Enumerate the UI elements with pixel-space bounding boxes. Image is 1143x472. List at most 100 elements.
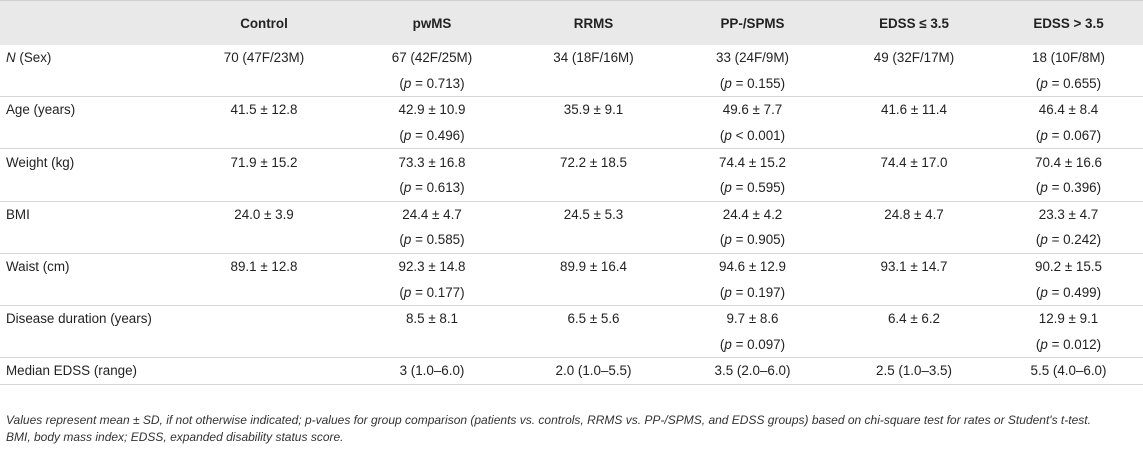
table-cell: 8.5 ± 8.1 xyxy=(405,311,459,327)
header-pwms: pwMS xyxy=(348,0,516,45)
header-edss-high: EDSS > 3.5 xyxy=(994,0,1143,45)
table-row-pvalues: (p = 0.713) (p = 0.155) (p = 0.655) xyxy=(0,70,1143,98)
table-row-pvalues: (p = 0.177) (p = 0.197) (p = 0.499) xyxy=(0,279,1143,306)
table-cell: 3 (1.0–6.0) xyxy=(348,357,516,385)
footnote-abbreviations: BMI, body mass index; EDSS, expanded dis… xyxy=(6,430,344,444)
pvalue-cell xyxy=(516,122,671,150)
row-label: Weight (kg) xyxy=(0,149,180,175)
pvalue-cell: (p = 0.242) xyxy=(994,227,1143,254)
table-row: Disease duration (years) 8.5 ± 8.1 6.5 ± 5… xyxy=(0,305,1143,331)
table-cell: 24.4 ± 4.2 xyxy=(722,206,783,222)
table-cell: 49 (32F/17M) xyxy=(873,50,955,66)
table-row: Waist (cm) 89.1 ± 12.8 92.3 ± 14.8 89.9 ± 1… xyxy=(0,253,1143,279)
table-cell: 70.4 ± 16.6 xyxy=(1035,154,1102,170)
pvalue-cell: (p = 0.905) xyxy=(671,227,834,254)
pvalue-cell xyxy=(348,331,516,359)
row-label-text: Waist (cm) xyxy=(6,259,70,275)
table-row-pvalues: (p = 0.585) (p = 0.905) (p = 0.242) xyxy=(0,227,1143,254)
header-control: Control xyxy=(180,0,348,45)
pvalue-cell: (p = 0.585) xyxy=(348,227,516,254)
table-cell: 92.3 ± 14.8 xyxy=(398,259,466,275)
pvalue-cell: (p = 0.655) xyxy=(994,70,1143,98)
table-cell: 74.4 ± 15.2 xyxy=(719,154,786,170)
table-row: Age (years) 41.5 ± 12.8 42.9 ± 10.9 35.9 ± … xyxy=(0,97,1143,123)
table-cell: 18 (10F/8M) xyxy=(1032,50,1105,66)
pvalue-cell: (p = 0.396) xyxy=(994,174,1143,202)
pvalue-cell xyxy=(834,227,994,254)
table-cell: 89.9 ± 16.4 xyxy=(560,259,627,275)
table-cell: 74.4 ± 17.0 xyxy=(880,154,948,170)
table-row-pvalues: (p = 0.496) (p < 0.001) (p = 0.067) xyxy=(0,122,1143,150)
pvalue-cell xyxy=(180,122,348,150)
pvalue-cell xyxy=(516,331,671,359)
table-cell: 3.5 (2.0–6.0) xyxy=(671,357,834,385)
pvalue-cell: (p < 0.001) xyxy=(671,122,834,150)
row-label-blank xyxy=(0,70,180,98)
table-cell: 67 (42F/25M) xyxy=(391,50,473,66)
table-row: N (Sex) 70 (47F/23M) 67 (42F/25M) 34 (18F/1… xyxy=(0,45,1143,71)
table-cell: 2.0 (1.0–5.5) xyxy=(516,357,671,385)
table-cell: 33 (24F/9M) xyxy=(716,50,789,66)
table-cell: 90.2 ± 15.5 xyxy=(1035,259,1102,275)
table-row-pvalues: (p = 0.613) (p = 0.595) (p = 0.396) xyxy=(0,174,1143,202)
pvalue-cell: (p = 0.613) xyxy=(348,174,516,202)
table-row: Median EDSS (range) 3 (1.0–6.0) 2.0 (1.0–5… xyxy=(0,357,1143,385)
pvalue-cell xyxy=(180,227,348,254)
pvalue-cell: (p = 0.197) xyxy=(671,279,834,306)
table-cell: 24.5 ± 5.3 xyxy=(563,206,624,222)
table-cell xyxy=(180,357,348,385)
table-cell: 35.9 ± 9.1 xyxy=(563,102,624,118)
row-label-italic: N xyxy=(6,50,16,66)
table-cell: 24.8 ± 4.7 xyxy=(884,206,944,222)
table-cell: 23.3 ± 4.7 xyxy=(1038,206,1099,222)
row-label-blank xyxy=(0,174,180,202)
pvalue-cell xyxy=(516,174,671,202)
row-label-blank xyxy=(0,331,180,359)
row-label: Age (years) xyxy=(0,97,180,123)
table-row-pvalues: (p = 0.097) (p = 0.012) xyxy=(0,331,1143,359)
demographics-table: Control pwMS RRMS PP-/SPMS EDSS ≤ 3.5 ED… xyxy=(0,0,1143,385)
row-label-text: BMI xyxy=(6,206,30,222)
table-cell: 71.9 ± 15.2 xyxy=(230,154,298,170)
header-row: Control pwMS RRMS PP-/SPMS EDSS ≤ 3.5 ED… xyxy=(0,0,1143,45)
table-cell: 41.5 ± 12.8 xyxy=(230,102,298,118)
pvalue-cell xyxy=(180,279,348,306)
table-cell: 6.5 ± 5.6 xyxy=(567,311,620,327)
table-cell: 94.6 ± 12.9 xyxy=(719,259,786,275)
header-empty xyxy=(0,0,180,45)
header-pp-spms: PP-/SPMS xyxy=(671,0,834,45)
row-label-text: Age (years) xyxy=(6,102,76,118)
table-cell: 73.3 ± 16.8 xyxy=(398,154,466,170)
pvalue-cell: (p = 0.499) xyxy=(994,279,1143,306)
pvalue-cell: (p = 0.097) xyxy=(671,331,834,359)
row-label-text: (Sex) xyxy=(15,50,52,66)
header-rrms: RRMS xyxy=(516,0,671,45)
row-label: N (Sex) xyxy=(0,45,180,71)
pvalue-cell xyxy=(834,174,994,202)
table-cell: 89.1 ± 12.8 xyxy=(230,259,298,275)
table-cell: 34 (18F/16M) xyxy=(553,50,634,66)
pvalue-cell xyxy=(180,174,348,202)
row-label-text: Weight (kg) xyxy=(6,154,75,170)
pvalue-cell xyxy=(516,70,671,98)
pvalue-cell xyxy=(834,331,994,359)
row-label-text: Median EDSS (range) xyxy=(6,363,137,379)
pvalue-cell: (p = 0.595) xyxy=(671,174,834,202)
table-cell: 41.6 ± 11.4 xyxy=(881,102,947,118)
pvalue-cell: (p = 0.155) xyxy=(671,70,834,98)
pvalue-cell xyxy=(516,279,671,306)
pvalue-cell xyxy=(180,70,348,98)
pvalue-cell: (p = 0.177) xyxy=(348,279,516,306)
table-cell: 12.9 ± 9.1 xyxy=(1038,311,1099,327)
pvalue-cell: (p = 0.713) xyxy=(348,70,516,98)
table-cell: 46.4 ± 8.4 xyxy=(1038,102,1099,118)
table-cell: 72.2 ± 18.5 xyxy=(560,154,627,170)
row-label-blank xyxy=(0,279,180,306)
table-cell: 24.0 ± 3.9 xyxy=(234,206,294,222)
pvalue-cell: (p = 0.067) xyxy=(994,122,1143,150)
table-cell: 6.4 ± 6.2 xyxy=(887,311,941,327)
table-cell: 70 (47F/23M) xyxy=(223,50,305,66)
row-label-blank xyxy=(0,227,180,254)
pvalue-cell xyxy=(834,122,994,150)
